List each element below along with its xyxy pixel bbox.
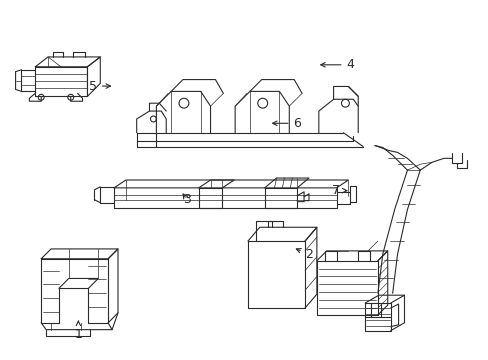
Text: 5: 5 <box>89 80 110 93</box>
Text: 2: 2 <box>296 248 313 261</box>
Text: 4: 4 <box>320 58 354 71</box>
Text: 3: 3 <box>183 193 190 206</box>
Text: 6: 6 <box>272 117 301 130</box>
Text: 1: 1 <box>74 321 82 341</box>
Text: 7: 7 <box>331 184 346 197</box>
